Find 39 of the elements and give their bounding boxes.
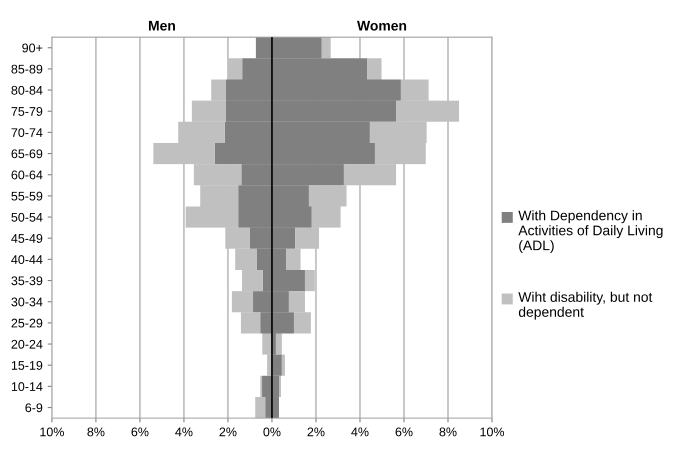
- x-tick-label: 8%: [87, 427, 104, 436]
- legend-label: With Dependency in Activities of Daily Living (ADL): [518, 210, 663, 254]
- x-tick-label: 10%: [40, 427, 64, 436]
- x-tick-label: 2%: [220, 427, 237, 436]
- x-tick-label: 6%: [132, 427, 149, 436]
- y-tick-label: 75-79: [12, 107, 42, 116]
- bar: [304, 270, 315, 292]
- bar: [322, 37, 331, 58]
- y-tick-label: 80-84: [11, 86, 43, 95]
- x-tick-label: 6%: [396, 427, 413, 436]
- x-tick-label: 10%: [480, 427, 504, 436]
- bar: [367, 58, 382, 80]
- y-tick-label: 40-44: [11, 255, 43, 264]
- y-tick-label: 70-74: [12, 128, 43, 138]
- x-tick-label: 4%: [351, 428, 369, 436]
- y-tick-label: 85-89: [11, 64, 42, 74]
- x-tick-label: 0%: [263, 427, 281, 436]
- bar: [276, 333, 282, 355]
- y-tick-label: 35-39: [11, 276, 42, 286]
- y-tick-label: 15-19: [12, 361, 42, 370]
- y-tick-label: 45-49: [11, 234, 42, 243]
- x-tick-label: 8%: [440, 427, 457, 436]
- x-tick-label: 2%: [308, 427, 325, 436]
- legend-label: Wiht disability, but not dependent: [518, 292, 652, 320]
- x-tick-label: 4%: [175, 428, 193, 436]
- text: Women: [357, 20, 406, 31]
- y-tick-label: 65-69: [12, 149, 42, 158]
- y-tick-label: 55-59: [11, 192, 42, 201]
- y-tick-label: 6-9: [25, 403, 42, 412]
- bar: [227, 58, 242, 80]
- y-tick-label: 10-14: [12, 382, 43, 392]
- y-tick-label: 90+: [22, 44, 42, 52]
- bar: [282, 354, 285, 376]
- y-tick-label: 20-24: [12, 340, 43, 349]
- text: Men: [148, 20, 175, 31]
- y-tick-label: 50-54: [11, 212, 43, 222]
- y-tick-label: 25-29: [12, 318, 42, 328]
- y-tick-label: 60-64: [12, 170, 43, 180]
- y-tick-label: 30-34: [11, 298, 43, 306]
